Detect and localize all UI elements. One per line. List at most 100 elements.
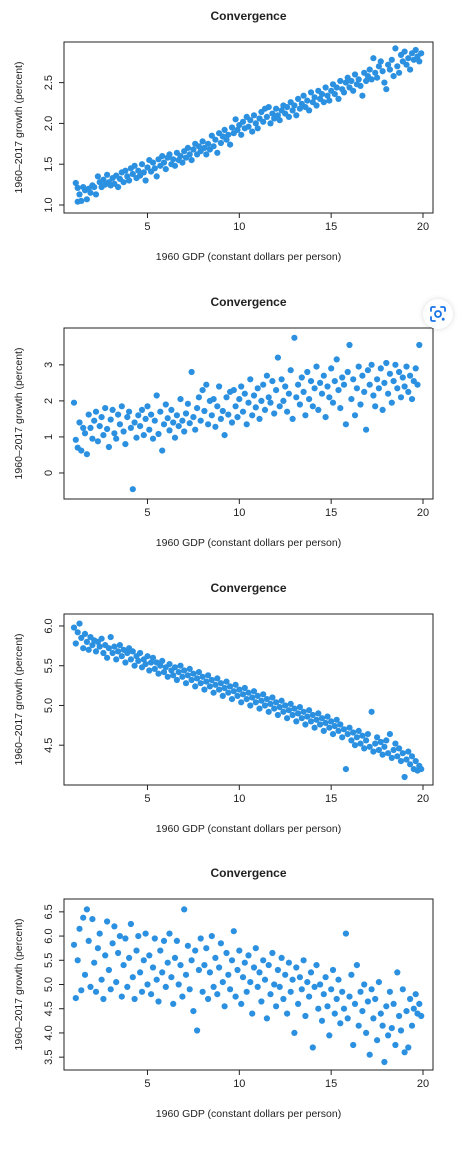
data-point xyxy=(160,669,168,676)
data-point xyxy=(223,678,230,685)
data-point xyxy=(111,923,118,930)
data-point xyxy=(385,61,392,68)
data-point xyxy=(295,710,302,717)
data-point xyxy=(87,983,94,991)
data-point xyxy=(239,118,247,125)
data-point xyxy=(148,991,155,998)
data-point xyxy=(263,696,270,703)
data-point xyxy=(311,724,318,731)
data-point xyxy=(164,415,171,422)
data-point xyxy=(102,405,109,412)
data-point xyxy=(78,987,85,994)
data-point xyxy=(287,700,294,708)
data-point xyxy=(416,341,423,349)
data-point xyxy=(236,686,243,693)
data-point xyxy=(339,988,346,995)
data-point xyxy=(359,1008,366,1015)
data-point xyxy=(282,971,289,978)
data-point xyxy=(260,118,267,125)
data-point xyxy=(155,998,162,1005)
data-point xyxy=(197,680,204,687)
data-point xyxy=(85,937,92,945)
data-point xyxy=(416,1000,423,1008)
data-point xyxy=(72,179,79,187)
data-point xyxy=(109,406,116,413)
data-point xyxy=(261,702,269,709)
data-point xyxy=(230,928,237,935)
x-tick-label: 20 xyxy=(417,1078,429,1090)
data-point xyxy=(271,705,278,712)
data-point xyxy=(199,387,206,394)
data-point xyxy=(83,638,90,646)
data-point xyxy=(153,173,160,180)
data-point xyxy=(162,983,169,991)
data-point xyxy=(379,751,386,758)
y-tick-label: 4.0 xyxy=(43,1025,55,1040)
data-point xyxy=(289,976,296,983)
data-point xyxy=(383,359,390,367)
data-point xyxy=(300,388,307,395)
data-point xyxy=(329,966,337,974)
data-point xyxy=(258,397,265,404)
data-point xyxy=(203,678,210,685)
data-point xyxy=(201,686,208,693)
data-point xyxy=(388,56,395,63)
data-point xyxy=(304,368,311,376)
chart-3: Convergence 5 10 15 20 4.5 5.0 5.5 6.0 1960 GDP (… xyxy=(13,581,434,835)
data-point xyxy=(160,937,168,945)
data-point xyxy=(333,84,340,91)
data-point xyxy=(164,959,171,966)
data-point xyxy=(368,361,375,368)
data-point xyxy=(245,952,252,959)
data-point xyxy=(346,341,353,349)
data-point xyxy=(142,930,149,937)
data-point xyxy=(80,424,87,431)
data-point xyxy=(216,383,223,390)
data-point xyxy=(379,406,386,413)
data-point xyxy=(133,947,140,954)
data-point xyxy=(171,954,179,962)
google-lens-button[interactable] xyxy=(423,299,453,329)
data-point xyxy=(357,740,364,747)
data-point xyxy=(320,991,327,998)
data-point xyxy=(179,159,186,166)
data-point xyxy=(80,645,87,652)
data-point xyxy=(260,691,267,698)
data-point xyxy=(344,1015,351,1022)
data-point xyxy=(399,750,406,757)
data-point xyxy=(298,715,305,722)
data-point xyxy=(89,435,96,442)
data-point xyxy=(214,403,221,410)
data-point xyxy=(328,986,335,993)
chart-4: Convergence 5 10 15 20 3.5 4.0 4.5 5.0 5.5 6.0 6.5 1… xyxy=(13,866,434,1120)
data-point xyxy=(177,153,184,160)
plot-frame xyxy=(63,327,434,500)
data-point xyxy=(348,737,355,744)
data-point xyxy=(166,930,173,937)
data-point xyxy=(278,697,285,704)
data-point xyxy=(118,653,125,660)
data-point xyxy=(284,408,291,415)
data-point xyxy=(80,914,87,921)
data-point xyxy=(273,105,280,112)
data-point xyxy=(230,688,237,695)
data-point xyxy=(335,976,342,983)
data-point xyxy=(234,692,241,700)
data-point xyxy=(295,1000,302,1008)
data-point xyxy=(254,983,261,991)
data-point xyxy=(225,411,232,418)
data-point xyxy=(300,957,307,964)
data-point xyxy=(260,381,267,388)
data-point xyxy=(405,1044,412,1051)
data-point xyxy=(388,399,395,406)
data-point xyxy=(291,102,298,109)
data-point xyxy=(392,45,399,52)
data-point xyxy=(243,421,250,428)
data-point xyxy=(214,675,221,682)
data-point xyxy=(148,659,155,666)
x-tick-label: 5 xyxy=(144,1078,150,1090)
data-point xyxy=(357,401,364,408)
data-point xyxy=(390,746,397,754)
x-tick-label: 5 xyxy=(144,221,150,233)
data-point xyxy=(94,173,101,180)
